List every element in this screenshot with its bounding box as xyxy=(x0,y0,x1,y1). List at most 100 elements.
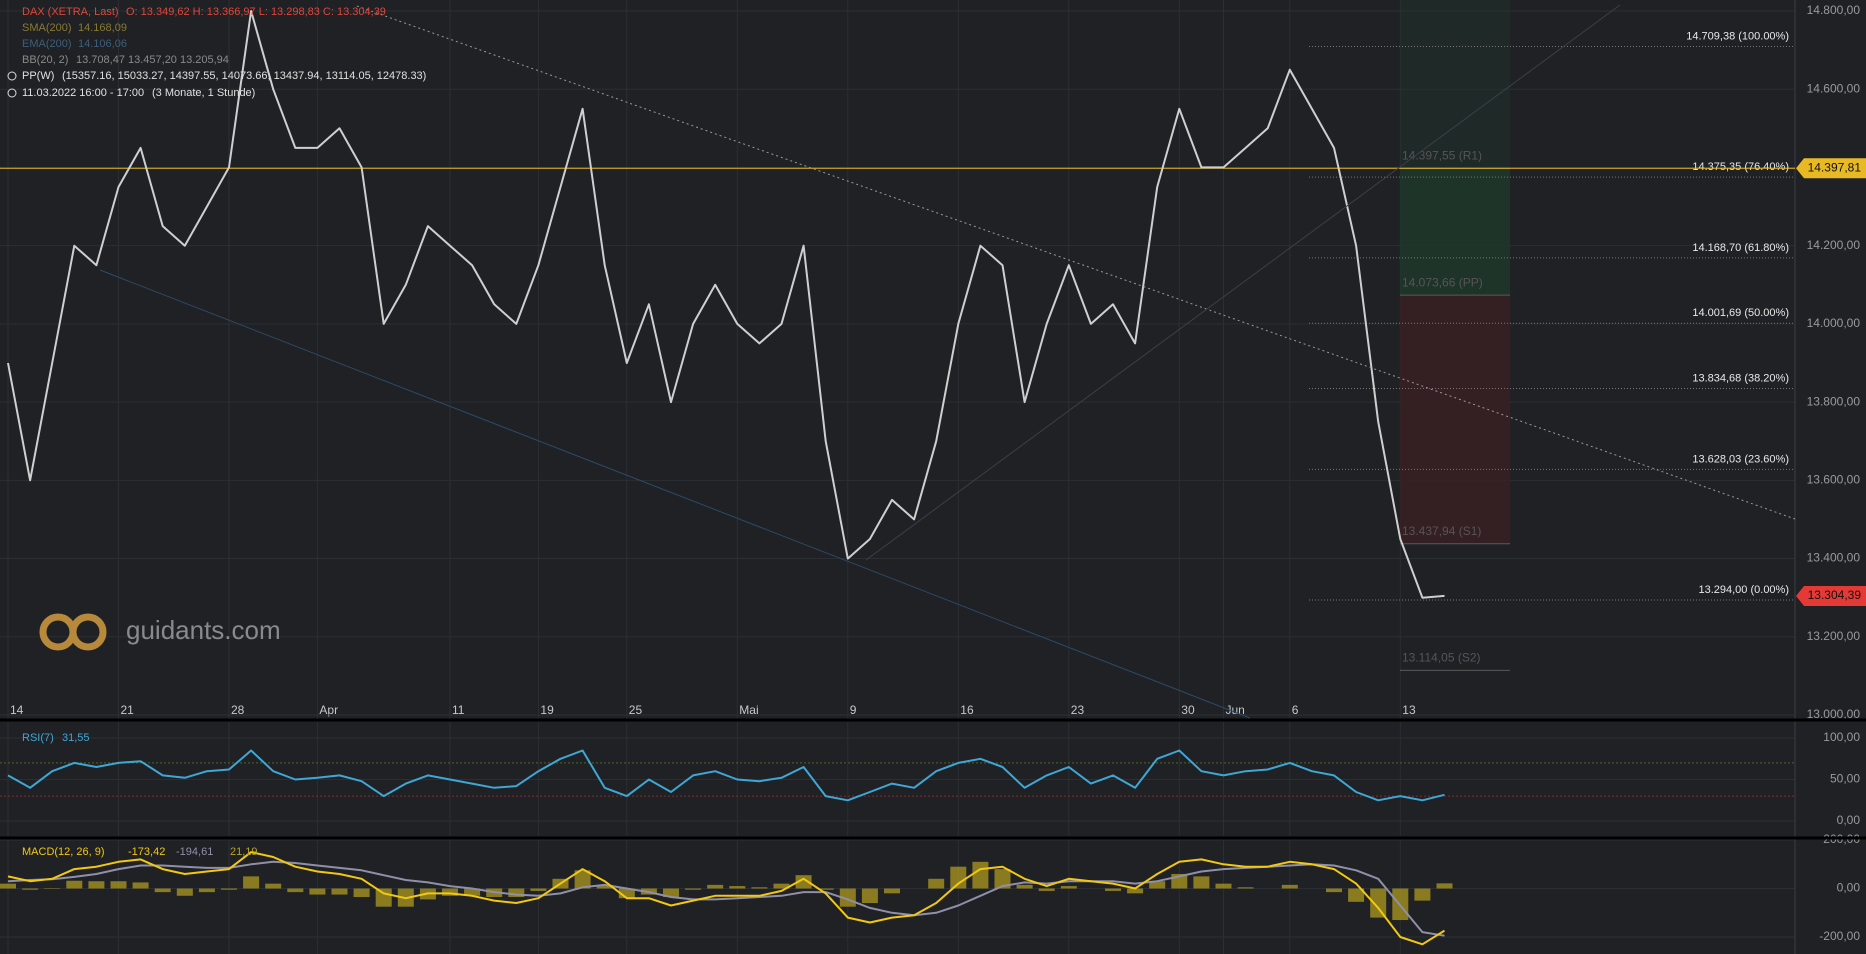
pivot-label: 14.073,66 (PP) xyxy=(1402,275,1483,289)
pivot-zone xyxy=(1400,0,1510,169)
histogram-bar xyxy=(773,883,790,889)
bb-values: 13.708,47 13.457,20 13.205,94 xyxy=(76,54,229,66)
icon xyxy=(7,71,17,81)
fib-label: 13.834,68 (38.20%) xyxy=(1692,372,1789,384)
period: (3 Monate, 1 Stunde) xyxy=(152,87,255,99)
y-tick-label: -200,00 xyxy=(1819,929,1860,943)
x-tick-label: 13 xyxy=(1402,703,1416,717)
histogram-bar xyxy=(1215,883,1232,889)
y-tick-label: 13.600,00 xyxy=(1807,473,1861,487)
pivot-label: 13.114,05 (S2) xyxy=(1402,651,1481,665)
histogram-bar xyxy=(1348,888,1365,902)
histogram-bar xyxy=(66,880,83,889)
histogram-bar xyxy=(884,888,900,894)
histogram-bar xyxy=(596,884,613,889)
histogram-bar xyxy=(663,888,679,897)
trend-line xyxy=(865,4,1621,561)
histogram-bar xyxy=(1127,888,1144,894)
series-line xyxy=(7,860,1445,937)
fib-label: 14.168,70 (61.80%) xyxy=(1692,242,1789,254)
fib-label: 13.294,00 (0.00%) xyxy=(1698,584,1789,596)
histogram-bar xyxy=(1326,888,1342,893)
hist-value: 21,19 xyxy=(230,846,258,858)
histogram-bar xyxy=(1016,884,1033,889)
icon xyxy=(7,88,17,98)
price-tag xyxy=(1796,585,1866,606)
histogram-bar xyxy=(243,876,260,889)
histogram-bar xyxy=(817,888,834,890)
histogram-bar xyxy=(795,875,812,889)
histogram-bar xyxy=(309,888,326,895)
pivot-zone xyxy=(1400,295,1510,544)
histogram-bar xyxy=(22,888,39,890)
histogram-bar xyxy=(1105,888,1121,891)
macd-value: -173,42 xyxy=(128,846,165,858)
x-tick-label: 11 xyxy=(452,703,465,717)
series-line xyxy=(7,851,1446,946)
x-tick-label: Mai xyxy=(739,703,758,717)
fib-label: 14.001,69 (50.00%) xyxy=(1692,307,1789,319)
histogram-bar xyxy=(132,882,149,889)
histogram-bar xyxy=(198,888,215,893)
series-line xyxy=(7,10,1445,599)
histogram-bar xyxy=(110,881,127,889)
sma: SMA(200) xyxy=(22,22,72,34)
y-tick-label: 13.000,00 xyxy=(1807,707,1861,721)
x-tick-label: 16 xyxy=(960,703,974,717)
pivot-label: 14.397,55 (R1) xyxy=(1402,149,1482,163)
histogram-bar xyxy=(221,888,237,890)
symbol: DAX (XETRA, Last) xyxy=(22,6,119,18)
histogram-bar xyxy=(1193,876,1210,889)
fib-label: 13.628,03 (23.60%) xyxy=(1692,453,1789,465)
histogram-bar xyxy=(442,888,458,896)
price-tag xyxy=(1796,158,1866,179)
pivot-zone xyxy=(1400,168,1510,296)
histogram-bar xyxy=(1370,888,1387,918)
time-range: 11.03.2022 16:00 - 17:00 xyxy=(22,87,144,99)
x-tick-label: 23 xyxy=(1071,703,1085,717)
rsi-value: 31,55 xyxy=(62,732,90,744)
drawings: guidants.com xyxy=(0,4,1866,840)
histogram-bar xyxy=(1281,884,1298,889)
histogram-bar xyxy=(1237,887,1254,889)
histogram-bar xyxy=(1436,883,1453,889)
ohlc: O: 13.349,62 H: 13.366,97 L: 13.298,83 C… xyxy=(126,6,386,18)
logo xyxy=(39,613,107,651)
x-tick-label: 19 xyxy=(540,703,554,717)
histogram-bar xyxy=(618,888,635,899)
ema: EMA(200) xyxy=(22,38,72,50)
x-tick-label: 25 xyxy=(629,703,643,717)
histogram-bar xyxy=(353,888,370,897)
histogram-bar xyxy=(331,888,348,895)
histogram-bar xyxy=(839,888,856,907)
series-line xyxy=(7,749,1445,802)
fib-label: 14.709,38 (100.00%) xyxy=(1686,30,1789,42)
histogram-bar xyxy=(375,888,392,907)
histogram-bar xyxy=(972,861,989,889)
histogram-bar xyxy=(508,888,525,897)
pivot-label: 13.437,94 (S1) xyxy=(1402,524,1481,538)
histogram-bar xyxy=(1038,888,1055,891)
y-tick-label: 13.400,00 xyxy=(1807,551,1861,565)
logo-ring xyxy=(69,613,107,651)
pp: PP(W) xyxy=(22,70,54,82)
histogram-bar xyxy=(751,887,768,889)
histogram-bar xyxy=(0,883,16,889)
histogram-bar xyxy=(154,888,171,893)
y-tick-label: 50,00 xyxy=(1830,772,1860,786)
y-tick-label: 14.600,00 xyxy=(1807,81,1861,95)
bb: BB(20, 2) xyxy=(22,54,68,66)
histogram-bar xyxy=(574,870,591,889)
histogram-bar xyxy=(861,888,878,904)
sma-value: 14.168,09 xyxy=(78,22,127,34)
x-tick-label: 28 xyxy=(231,703,245,717)
y-tick-label: 14.200,00 xyxy=(1807,238,1861,252)
histogram-bar xyxy=(287,888,304,893)
y-tick-label: 14.800,00 xyxy=(1807,3,1861,17)
legend: DAX (XETRA, Last) O: 13.349,62 H: 13.366… xyxy=(7,6,426,858)
histogram-bar xyxy=(464,888,481,896)
